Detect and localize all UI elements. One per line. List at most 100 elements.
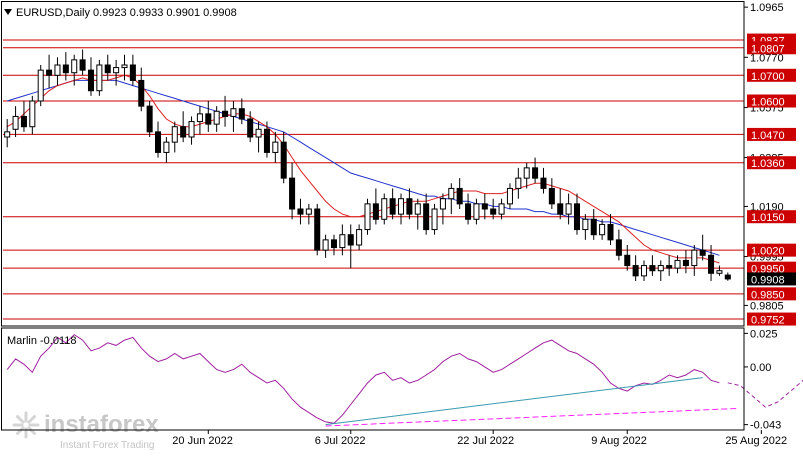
candle-body bbox=[615, 239, 622, 256]
candle-body bbox=[79, 59, 86, 71]
oscillator-support-line bbox=[325, 408, 737, 427]
main-panel-border bbox=[1, 1, 745, 327]
oscillator-tick-label: 0.025 bbox=[750, 328, 778, 340]
candle bbox=[213, 106, 220, 132]
candle-body bbox=[272, 141, 279, 153]
candle bbox=[314, 203, 321, 256]
level-price-label-text: 1.0150 bbox=[751, 212, 785, 224]
candle bbox=[448, 183, 455, 215]
candle bbox=[171, 121, 178, 153]
candle bbox=[113, 59, 120, 86]
current-price-label-box bbox=[747, 272, 796, 286]
candle bbox=[322, 234, 329, 258]
candle bbox=[238, 98, 245, 125]
candle-body bbox=[649, 265, 656, 272]
candle bbox=[439, 193, 446, 225]
candle bbox=[356, 224, 363, 251]
oscillator-panel bbox=[6, 334, 803, 427]
level-price-label: 1.0470 bbox=[747, 127, 796, 142]
candle-body bbox=[506, 187, 513, 205]
candle-body bbox=[708, 254, 715, 274]
candle-body bbox=[414, 203, 421, 215]
candle-body bbox=[657, 265, 664, 272]
candle-body bbox=[71, 59, 78, 74]
candle bbox=[414, 198, 421, 230]
candle bbox=[523, 162, 530, 189]
candle bbox=[532, 157, 539, 184]
candle bbox=[247, 111, 254, 143]
candle bbox=[724, 272, 731, 281]
collapse-triangle-icon[interactable] bbox=[4, 9, 12, 15]
candle-body bbox=[339, 234, 346, 249]
candle-body bbox=[523, 167, 530, 179]
candle bbox=[372, 188, 379, 225]
candle bbox=[674, 255, 681, 274]
candle bbox=[305, 203, 312, 225]
level-price-label: 1.0700 bbox=[747, 68, 796, 83]
candle bbox=[649, 255, 656, 276]
candle-body bbox=[230, 108, 237, 117]
candle bbox=[347, 224, 354, 269]
candle bbox=[657, 260, 664, 281]
candle bbox=[129, 54, 136, 86]
candle bbox=[280, 131, 287, 184]
candle bbox=[582, 214, 589, 240]
level-price-label-text: 1.0700 bbox=[751, 71, 785, 83]
candle bbox=[20, 101, 27, 132]
candle-body bbox=[196, 113, 203, 123]
price-tick-label: 1.0965 bbox=[750, 2, 784, 14]
watermark: instaforex Instant Forex Trading bbox=[12, 411, 159, 451]
candle-body bbox=[96, 64, 103, 92]
candle-body bbox=[163, 141, 170, 153]
candle-body bbox=[565, 203, 572, 215]
candle-body bbox=[473, 203, 480, 220]
current-price-label: 0.9908 bbox=[747, 272, 796, 286]
candle bbox=[632, 255, 639, 281]
candle-body bbox=[641, 265, 648, 277]
candle bbox=[557, 188, 564, 220]
candle bbox=[205, 101, 212, 132]
candle bbox=[339, 224, 346, 256]
candle bbox=[104, 54, 111, 81]
candle-body bbox=[632, 265, 639, 277]
candle-body bbox=[532, 167, 539, 179]
level-price-label-text: 1.0807 bbox=[751, 43, 785, 55]
candle bbox=[255, 121, 262, 153]
candle-body bbox=[691, 249, 698, 267]
candle bbox=[163, 137, 170, 163]
indicator-label: Marlin -0.0118 bbox=[7, 335, 77, 347]
candle bbox=[490, 198, 497, 220]
candle-body bbox=[573, 203, 580, 231]
candle bbox=[71, 54, 78, 86]
candle-body bbox=[87, 69, 94, 92]
candle bbox=[155, 121, 162, 158]
candle bbox=[96, 59, 103, 96]
slow-ma-line bbox=[7, 79, 720, 256]
candle-body bbox=[431, 208, 438, 231]
candle-body bbox=[54, 64, 61, 76]
candle bbox=[607, 214, 614, 245]
candle-body bbox=[498, 203, 505, 215]
candle bbox=[716, 265, 723, 276]
candle-body bbox=[423, 203, 430, 231]
candle bbox=[573, 193, 580, 235]
candle bbox=[263, 121, 270, 158]
level-price-label-box bbox=[747, 156, 796, 170]
candle bbox=[146, 101, 153, 137]
candle-body bbox=[205, 113, 212, 125]
level-price-label-box bbox=[747, 312, 796, 326]
candle-body bbox=[490, 208, 497, 215]
level-price-label-text: 1.0020 bbox=[751, 246, 785, 258]
level-price-label: 1.0150 bbox=[747, 210, 796, 224]
candle bbox=[297, 198, 304, 225]
candle bbox=[46, 54, 53, 89]
level-price-label: 0.9752 bbox=[747, 312, 796, 327]
candle-body bbox=[364, 203, 371, 231]
candle bbox=[180, 111, 187, 143]
candle bbox=[398, 193, 405, 225]
candle bbox=[548, 178, 555, 209]
candle bbox=[456, 178, 463, 209]
candle bbox=[540, 167, 547, 194]
